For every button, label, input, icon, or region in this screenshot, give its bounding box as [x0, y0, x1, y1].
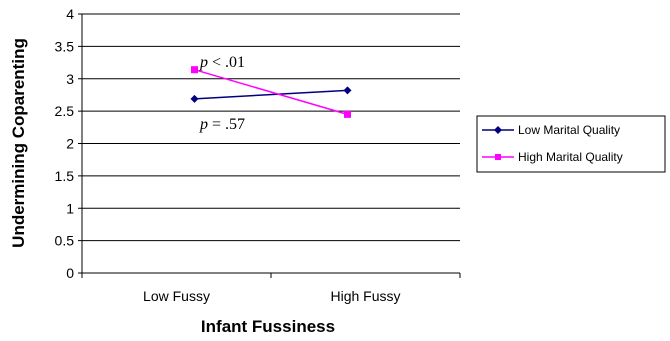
- y-tick-labels: 0 0.5 1 1.5 2 2.5 3 3.5 4: [55, 6, 82, 281]
- y-tick-label: 0: [66, 265, 74, 281]
- legend-marker-diamond-icon: [494, 126, 502, 134]
- x-tick-label: Low Fussy: [143, 288, 210, 304]
- data-point-diamond: [343, 86, 352, 95]
- y-tick-label: 3.5: [55, 38, 75, 54]
- data-point-square: [191, 66, 198, 74]
- y-tick-label: 2: [66, 136, 74, 152]
- legend-box: [476, 115, 666, 173]
- y-axis-title: Undermining Coparenting: [9, 38, 28, 248]
- legend-label-low-marital-quality: Low Marital Quality: [518, 123, 620, 137]
- y-tick-label: 2.5: [55, 103, 75, 119]
- x-tick-labels: Low Fussy High Fussy: [81, 273, 461, 304]
- annotation-low-marital-p: p = .57: [199, 116, 245, 133]
- y-tick-label: 1.5: [55, 168, 75, 184]
- series-line: [194, 68, 348, 116]
- gridlines: [82, 13, 460, 242]
- data-point-square: [344, 110, 351, 118]
- series-group: [190, 66, 352, 118]
- x-axis-title: Infant Fussiness: [201, 317, 335, 336]
- series-line: [194, 89, 348, 100]
- annotation-high-marital-p: p < .01: [199, 54, 245, 71]
- legend: Low Marital Quality High Marital Quality: [476, 115, 666, 173]
- y-tick-label: 3: [66, 71, 74, 87]
- legend-marker-square-icon: [495, 154, 501, 160]
- y-tick-label: 4: [66, 6, 74, 22]
- y-tick-label: 0.5: [55, 233, 75, 249]
- y-tick-label: 1: [66, 200, 74, 216]
- data-point-diamond: [190, 94, 199, 103]
- x-tick-label: High Fussy: [330, 288, 400, 304]
- legend-label-high-marital-quality: High Marital Quality: [518, 150, 623, 164]
